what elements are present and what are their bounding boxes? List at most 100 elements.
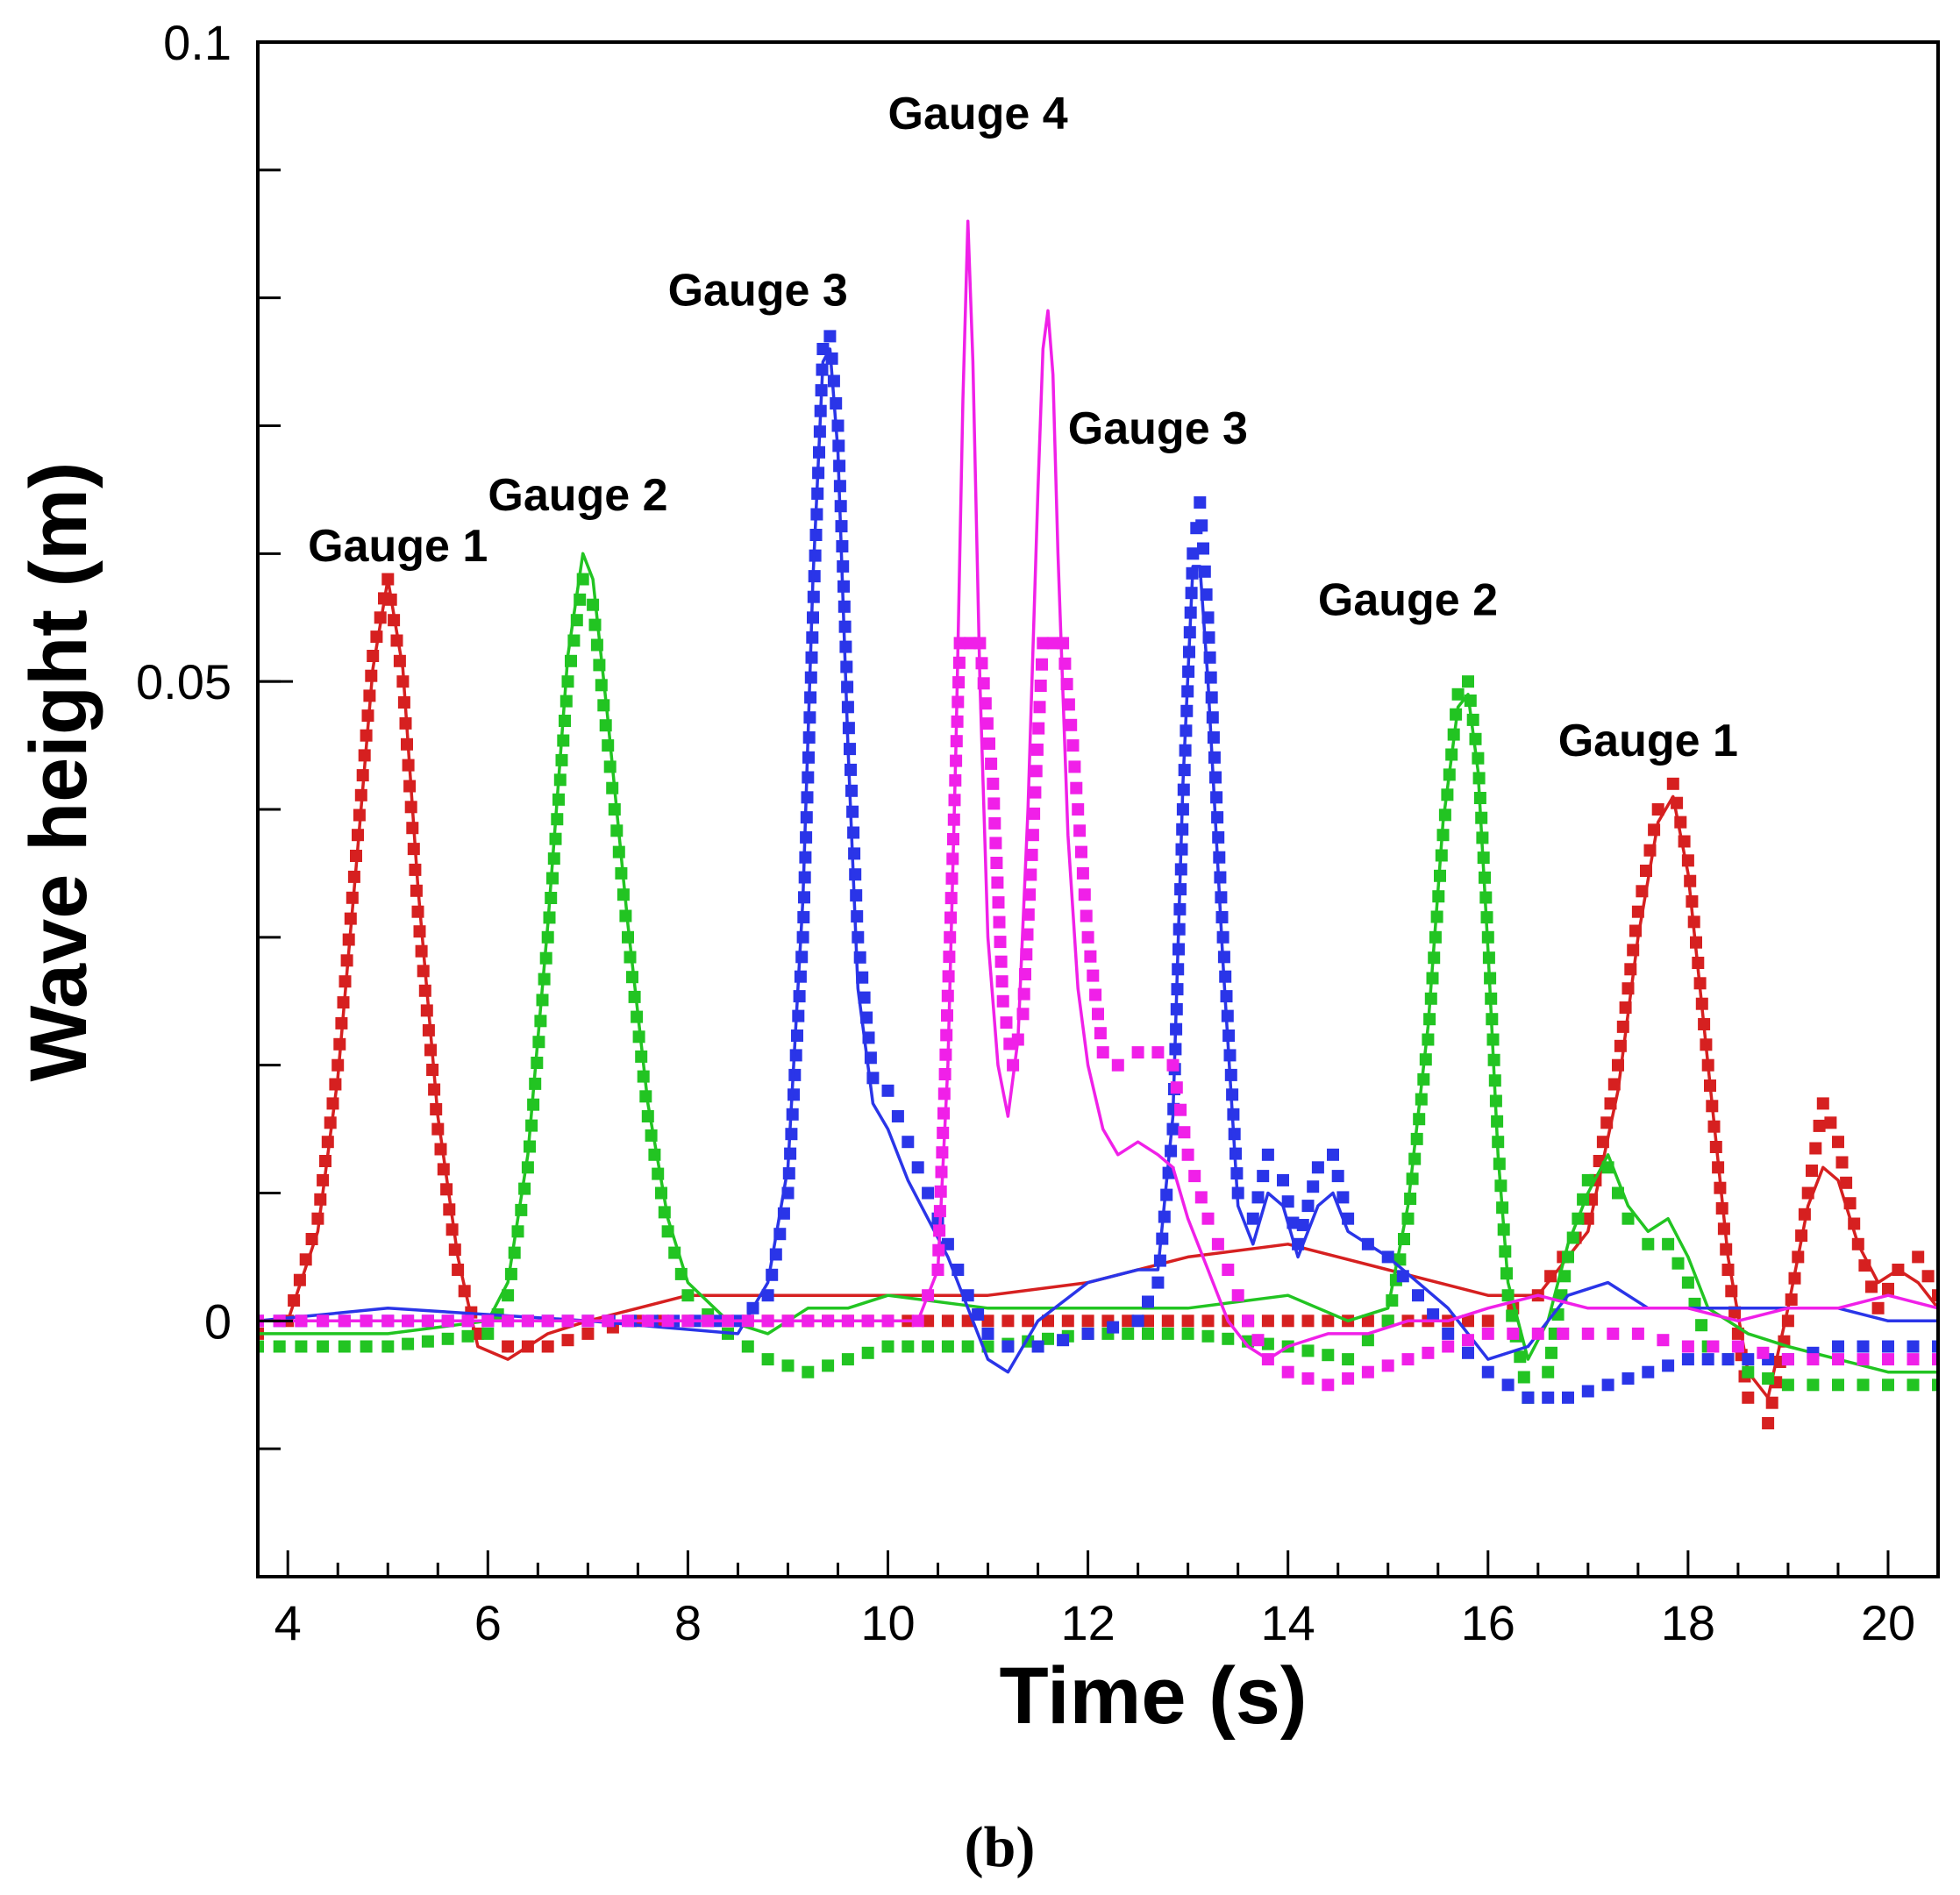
gauge-2-measured-point [1222, 1332, 1235, 1345]
gauge-1-measured-point [922, 1314, 935, 1328]
gauge-3-measured-point [1462, 1346, 1474, 1359]
gauge-2-measured-point [258, 1340, 264, 1353]
gauge-4-measured-point [1681, 1340, 1694, 1353]
gauge-4-measured-point [1028, 807, 1041, 820]
gauge-1-measured-point [981, 1314, 994, 1328]
gauge-2-measured-point [902, 1340, 915, 1353]
gauge-4-measured-point [937, 1107, 950, 1120]
gauge-3-measured-point [1907, 1340, 1920, 1353]
gauge-2-measured-point [402, 1337, 415, 1350]
gauge-4-measured-point [1094, 1027, 1107, 1040]
gauge-4-measured-point [941, 989, 954, 1002]
gauge-3-measured-point [1882, 1340, 1894, 1353]
gauge-2-measured-point [1361, 1334, 1374, 1347]
gauge-4-measured-point [1731, 1340, 1744, 1353]
x-tick-label: 20 [1861, 1595, 1915, 1650]
gauge-3-measured-point [845, 763, 857, 776]
gauge-4-measured-point [1857, 1353, 1870, 1366]
gauge-1-measured-point [1840, 1176, 1853, 1189]
gauge-3-measured-point [1621, 1372, 1635, 1385]
gauge-3-measured-point [1522, 1391, 1535, 1404]
gauge-1-measured-point [1882, 1282, 1894, 1295]
gauge-3-measured-point [1501, 1379, 1515, 1392]
gauge-1-measured-point [1666, 777, 1679, 790]
gauge-4-measured-point [1581, 1327, 1594, 1340]
gauge-2-measured-point [1742, 1365, 1755, 1379]
gauge-3-measured-point [1277, 1173, 1289, 1186]
gauge-4-measured-point [987, 797, 1001, 810]
gauge-4-measured-point [1832, 1353, 1844, 1366]
gauge-4-measured-point [1422, 1346, 1435, 1359]
annotation-label: Gauge 3 [1068, 403, 1248, 454]
gauge-3-measured-point [796, 930, 809, 944]
gauge-4-measured-point [989, 837, 1002, 850]
gauge-1-measured-point [1281, 1314, 1294, 1328]
gauge-4-measured-point [1022, 908, 1035, 921]
gauge-2-measured-point [961, 1340, 974, 1353]
gauge-4-measured-point [1036, 658, 1048, 671]
gauge-3-measured-point [1281, 1195, 1294, 1208]
gauge-1-measured-point [1001, 1314, 1015, 1328]
gauge-3-measured-point [761, 1289, 774, 1302]
gauge-2-measured-point [1857, 1379, 1870, 1392]
gauge-2-measured-point [502, 1289, 515, 1302]
gauge-2-measured-point [1545, 1346, 1557, 1359]
gauge-3-measured-point [941, 1237, 954, 1250]
gauge-4-measured-point [996, 994, 1009, 1008]
gauge-4-measured-point [1030, 743, 1044, 756]
x-tick-label: 16 [1461, 1595, 1515, 1650]
gauge-2-measured-point [881, 1340, 894, 1353]
gauge-2-measured-point [1462, 675, 1474, 688]
gauge-3-measured-point [1427, 1308, 1440, 1321]
gauge-2-measured-point [1161, 1327, 1174, 1340]
gauge-4-measured-point [1072, 803, 1085, 816]
gauge-2-measured-point [1451, 687, 1465, 701]
gauge-3-measured-point [1081, 1327, 1094, 1340]
gauge-4-measured-point [987, 777, 1000, 790]
gauge-4-measured-point [1242, 1314, 1255, 1328]
gauge-2-measured-point [1142, 1327, 1154, 1340]
gauge-3-measured-point [847, 826, 860, 839]
gauge-3-measured-point [1195, 519, 1208, 532]
gauge-4-measured-point [1111, 1058, 1124, 1072]
gauge-4-measured-point [1070, 781, 1083, 794]
gauge-1-measured-point [1022, 1314, 1035, 1328]
gauge-3-measured-point [846, 805, 859, 818]
gauge-4-measured-point [964, 637, 976, 650]
gauge-4-measured-point [1075, 845, 1087, 858]
gauge-2-measured-point [1781, 1379, 1794, 1392]
gauge-4-measured-point [1025, 848, 1038, 861]
gauge-1-measured-point [1912, 1250, 1925, 1264]
gauge-3-measured-point [794, 970, 807, 983]
gauge-3-measured-point [856, 971, 869, 984]
gauge-4-measured-point [985, 757, 998, 770]
annotation-label: Gauge 1 [1558, 716, 1738, 766]
x-tick-label: 8 [674, 1595, 702, 1650]
gauge-2-measured-point [1671, 1257, 1685, 1270]
gauge-2-measured-point [1342, 1353, 1355, 1366]
gauge-2-measured-point [1301, 1344, 1315, 1357]
gauge-4-measured-point [1026, 829, 1039, 842]
panel-label: (b) [965, 1815, 1036, 1879]
gauge-4-measured-point [1178, 1126, 1191, 1139]
gauge-3-measured-point [1701, 1353, 1714, 1366]
gauge-4-measured-point [1657, 1334, 1670, 1347]
gauge-2-measured-point [1832, 1379, 1844, 1392]
axes: 4 6 8 10 12 14 16 18 20 0 0.05 0.1 [136, 15, 1940, 1650]
gauge-3-measured-point [1211, 811, 1224, 824]
gauge-4-measured-point [1033, 701, 1046, 714]
gauge-4-measured-point [1342, 1372, 1355, 1385]
gauge-2-measured-point [606, 781, 619, 794]
gauge-4-measured-point [1361, 1365, 1374, 1379]
gauge-2-numerical-line [258, 552, 1938, 1374]
gauge-4-measured-point [1024, 868, 1037, 881]
gauge-4-measured-point [1092, 1008, 1104, 1021]
x-tick-label: 4 [274, 1595, 302, 1650]
gauge-2-measured-point [781, 1359, 795, 1372]
gauge-3-measured-point [792, 1009, 805, 1022]
gauge-1-measured-point [1142, 1314, 1154, 1328]
gauge-2-measured-point [1695, 1319, 1708, 1332]
gauge-2-measured-point [1581, 1173, 1594, 1186]
gauge-4-measured-point [1301, 1372, 1315, 1385]
gauge-4-measured-point [1188, 1170, 1201, 1183]
